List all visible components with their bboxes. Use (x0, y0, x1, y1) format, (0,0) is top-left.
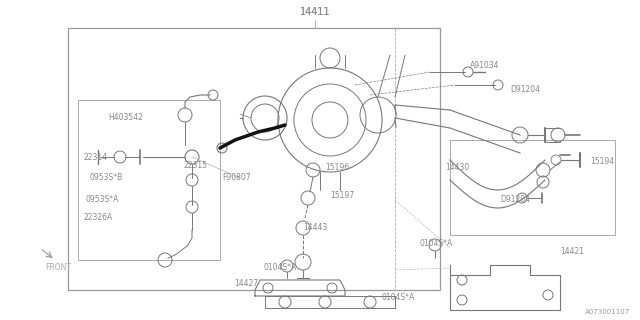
Text: A91034: A91034 (470, 60, 499, 69)
Text: 14427: 14427 (234, 278, 258, 287)
Text: 0953S*B: 0953S*B (90, 173, 124, 182)
Bar (78, 100, 220, 260)
Text: D91204: D91204 (500, 196, 530, 204)
Text: 15194: 15194 (590, 157, 614, 166)
Text: 14430: 14430 (445, 164, 469, 172)
Text: 22315: 22315 (183, 161, 207, 170)
Text: 15197: 15197 (330, 190, 354, 199)
Text: 0953S*A: 0953S*A (86, 196, 120, 204)
Text: 14421: 14421 (560, 247, 584, 257)
Text: 0104S*A: 0104S*A (264, 263, 297, 273)
Text: 14443: 14443 (303, 223, 327, 233)
Text: 22326A: 22326A (84, 213, 113, 222)
Text: 0104S*A: 0104S*A (382, 293, 415, 302)
Text: D91204: D91204 (510, 85, 540, 94)
Text: F90807: F90807 (222, 173, 251, 182)
Text: 14411: 14411 (300, 7, 330, 17)
Text: FRONT: FRONT (45, 263, 71, 273)
Bar (450, 140, 615, 235)
Text: 14411: 14411 (300, 7, 330, 17)
Text: H403542: H403542 (108, 114, 143, 123)
Text: 15196: 15196 (325, 164, 349, 172)
Text: A073001107: A073001107 (585, 309, 630, 315)
Bar (68, 28, 440, 290)
Text: 22314: 22314 (84, 154, 108, 163)
Text: 0104S*A: 0104S*A (420, 239, 453, 249)
